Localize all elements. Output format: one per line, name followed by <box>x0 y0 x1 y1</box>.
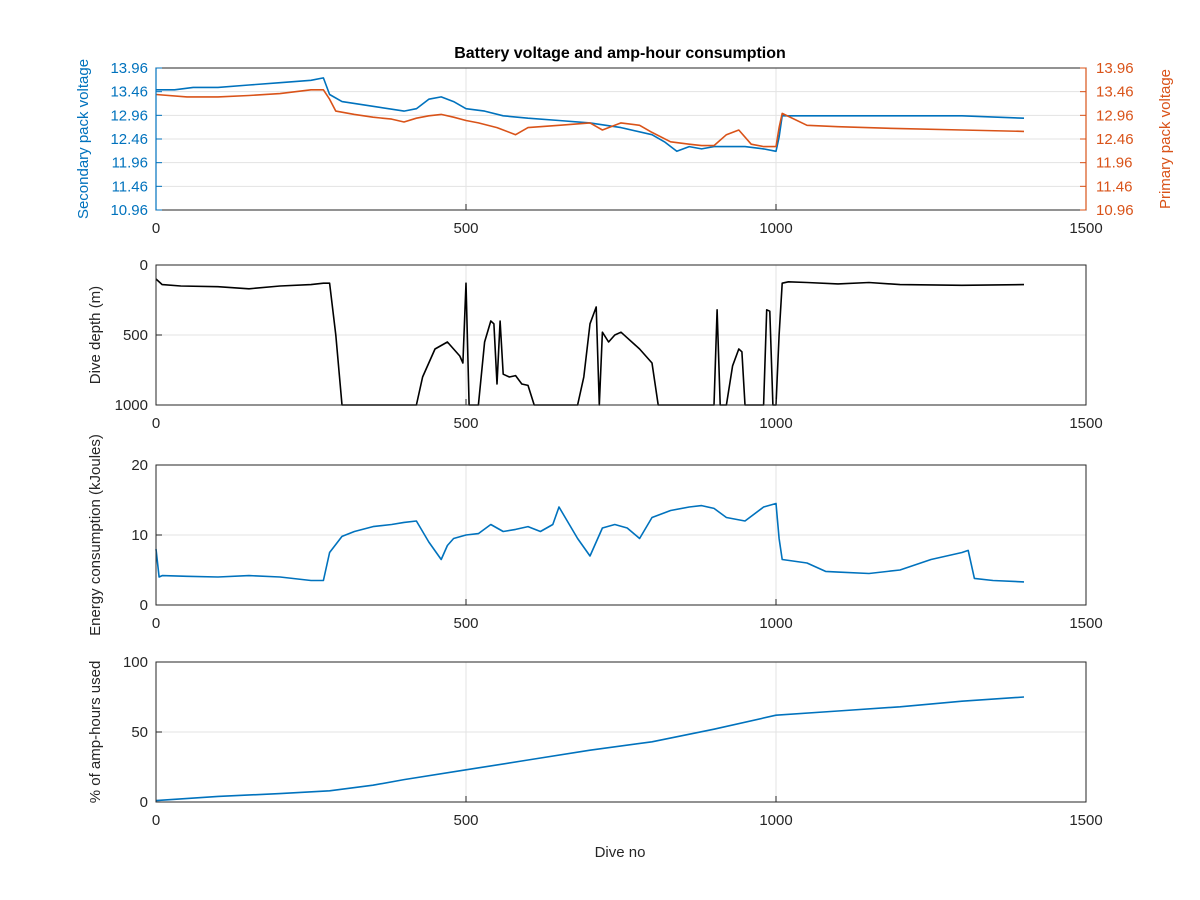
x-tick-label: 1500 <box>1069 615 1102 632</box>
x-tick-label: 500 <box>453 415 478 432</box>
y-tick-label: 13.96 <box>110 60 148 77</box>
y-tick-label: 1000 <box>115 397 148 414</box>
y-tick-label: 11.96 <box>112 155 148 172</box>
x-tick-label: 1000 <box>759 615 792 632</box>
right-y-tick-label: 13.96 <box>1096 60 1134 77</box>
y-tick-label: 10.96 <box>110 202 148 219</box>
figure-title: Battery voltage and amp-hour consumption <box>454 45 786 62</box>
x-tick-label: 1500 <box>1069 812 1102 829</box>
series-line-3-1 <box>155 502 1025 583</box>
subplot-1: 0 500 1000 150010.9611.4611.9612.4612.9613.… <box>75 59 1174 237</box>
y-tick-label: 12.46 <box>110 131 148 148</box>
right-y-tick-label: 13.46 <box>1096 84 1134 101</box>
right-y-tick-label: 11.96 <box>1096 155 1132 172</box>
y-tick-label: 12.96 <box>110 107 148 124</box>
right-y-tick-label: 12.96 <box>1096 107 1134 124</box>
axes-group: 0 500 1000 150010.9611.4611.9612.4612.9613.… <box>75 59 1174 829</box>
x-tick-label: 500 <box>453 220 478 237</box>
x-tick-label: 1500 <box>1069 415 1102 432</box>
y-axis-label: Energy consumption (kJoules) <box>87 434 104 636</box>
y-axis-label: % of amp-hours used <box>87 661 104 804</box>
y-tick-label: 10 <box>131 527 148 544</box>
x-tick-label: 0 <box>152 220 160 237</box>
series-line-1-1 <box>156 77 1025 153</box>
y-tick-label: 500 <box>123 327 148 344</box>
x-tick-label: 500 <box>453 615 478 632</box>
y-axis-label: Dive depth (m) <box>87 286 104 384</box>
y-tick-label: 0 <box>140 257 148 274</box>
subplot-3: 0 500 1000 1500 0 10 20 Energy consumption (kJo… <box>87 434 1103 636</box>
y-tick-label: 13.46 <box>110 84 148 101</box>
y-tick-label: 50 <box>131 724 148 741</box>
y-tick-label: 20 <box>131 457 148 474</box>
x-tick-label: 0 <box>152 615 160 632</box>
x-axis-label: Dive no <box>595 844 646 861</box>
subplot-2: 0 500 1000 1500 0 500 1000 Dive depth (m) <box>87 257 1103 432</box>
x-tick-label: 1000 <box>759 220 792 237</box>
right-y-tick-label: 10.96 <box>1096 202 1134 219</box>
x-tick-label: 0 <box>152 812 160 829</box>
y-tick-label: 100 <box>123 654 148 671</box>
x-tick-label: 1000 <box>759 415 792 432</box>
y-tick-label: 0 <box>140 597 148 614</box>
series-line-1-2 <box>155 89 1025 148</box>
series-line-2-1 <box>155 278 1025 406</box>
right-y-tick-label: 12.46 <box>1096 131 1134 148</box>
x-tick-label: 500 <box>453 812 478 829</box>
right-y-axis-label: Primary pack voltage <box>1157 69 1174 209</box>
series-line-4-1 <box>155 696 1025 802</box>
y-axis-label: Secondary pack voltage <box>75 59 92 219</box>
x-tick-label: 1500 <box>1069 220 1102 237</box>
x-tick-label: 1000 <box>759 812 792 829</box>
y-tick-label: 0 <box>140 794 148 811</box>
y-tick-label: 11.46 <box>112 178 148 195</box>
right-y-tick-label: 11.46 <box>1096 178 1132 195</box>
x-tick-label: 0 <box>152 415 160 432</box>
subplot-4: 0 500 1000 1500 0 50 100 % of amp-hours used <box>87 654 1103 829</box>
